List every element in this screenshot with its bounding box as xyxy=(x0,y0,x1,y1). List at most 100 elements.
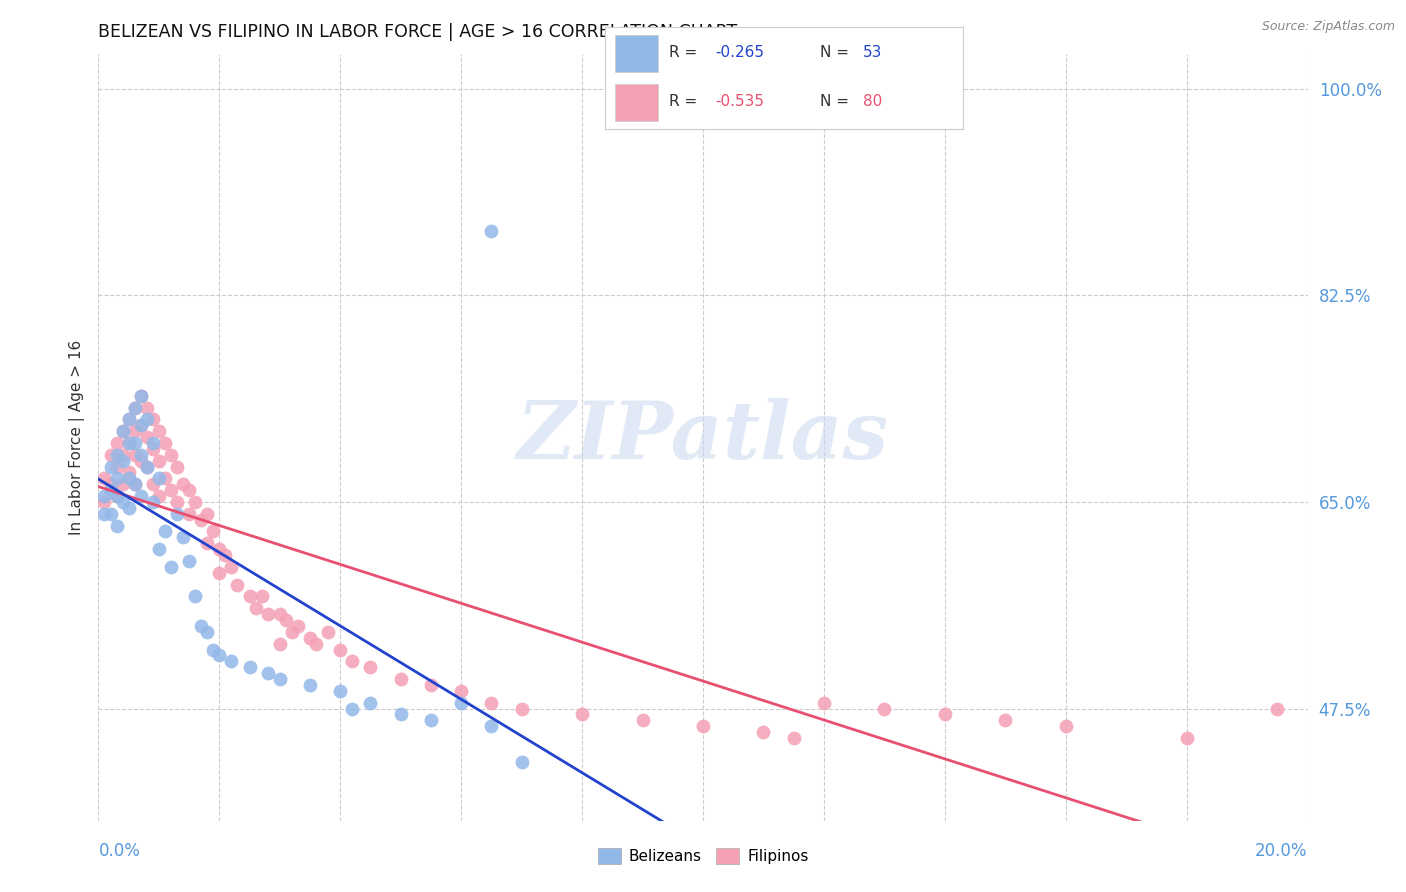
Point xyxy=(129,389,152,403)
Point xyxy=(148,453,170,467)
Point xyxy=(179,483,201,498)
Point xyxy=(124,477,146,491)
Point xyxy=(124,401,146,415)
Text: N =: N = xyxy=(820,45,853,61)
Point xyxy=(274,613,297,627)
Point xyxy=(208,542,231,557)
Point xyxy=(105,436,128,450)
Point xyxy=(1175,731,1198,745)
Point xyxy=(100,507,122,521)
Point xyxy=(305,637,328,651)
Text: ZIPatlas: ZIPatlas xyxy=(517,399,889,475)
Point xyxy=(135,459,157,474)
Point xyxy=(105,448,128,462)
Point xyxy=(239,660,262,674)
Point xyxy=(389,672,412,686)
Point xyxy=(111,453,134,467)
Point xyxy=(148,542,170,557)
Bar xyxy=(616,35,658,72)
Point xyxy=(994,714,1017,728)
Text: -0.265: -0.265 xyxy=(716,45,765,61)
Point xyxy=(481,696,503,710)
Point xyxy=(269,672,291,686)
Point xyxy=(256,666,278,681)
Point xyxy=(160,483,183,498)
Point xyxy=(111,424,134,438)
Point xyxy=(100,448,122,462)
Point xyxy=(287,619,309,633)
Point xyxy=(342,654,364,668)
Text: BELIZEAN VS FILIPINO IN LABOR FORCE | AGE > 16 CORRELATION CHART: BELIZEAN VS FILIPINO IN LABOR FORCE | AG… xyxy=(98,23,738,41)
Point xyxy=(160,560,183,574)
Text: -0.535: -0.535 xyxy=(716,95,765,109)
Point xyxy=(153,436,176,450)
Point xyxy=(135,430,157,444)
Point xyxy=(129,448,152,462)
Point xyxy=(510,755,533,769)
Y-axis label: In Labor Force | Age > 16: In Labor Force | Age > 16 xyxy=(69,340,84,534)
Point xyxy=(179,507,201,521)
Point xyxy=(269,607,291,621)
Point xyxy=(93,489,115,503)
Point xyxy=(148,471,170,485)
Point xyxy=(153,524,176,539)
Point xyxy=(221,654,243,668)
Point xyxy=(105,459,128,474)
Point xyxy=(214,548,236,562)
Text: N =: N = xyxy=(820,95,853,109)
Point xyxy=(195,536,218,550)
Text: R =: R = xyxy=(669,95,702,109)
Bar xyxy=(616,84,658,121)
Point xyxy=(166,459,188,474)
Point xyxy=(184,495,207,509)
Point xyxy=(142,436,165,450)
Point xyxy=(111,477,134,491)
Text: R =: R = xyxy=(669,45,702,61)
Point xyxy=(190,513,212,527)
Point xyxy=(208,648,231,663)
Point xyxy=(316,624,339,639)
Text: 0.0%: 0.0% xyxy=(98,842,141,860)
Point xyxy=(142,477,165,491)
Point xyxy=(195,507,218,521)
Point xyxy=(129,418,152,433)
Point xyxy=(239,590,262,604)
Legend: Belizeans, Filipinos: Belizeans, Filipinos xyxy=(592,842,814,871)
Point xyxy=(226,577,249,591)
Point xyxy=(389,707,412,722)
Point xyxy=(118,436,141,450)
Point xyxy=(172,530,194,544)
Text: 20.0%: 20.0% xyxy=(1256,842,1308,860)
Point xyxy=(93,471,115,485)
Point xyxy=(195,624,218,639)
Point xyxy=(783,731,806,745)
Point xyxy=(124,436,146,450)
Point xyxy=(100,483,122,498)
Point xyxy=(631,714,654,728)
Point xyxy=(105,489,128,503)
Point xyxy=(105,518,128,533)
Point xyxy=(111,424,134,438)
Point xyxy=(360,696,382,710)
Point xyxy=(135,401,157,415)
Point xyxy=(124,401,146,415)
Point xyxy=(420,678,443,692)
Point xyxy=(129,389,152,403)
Point xyxy=(100,477,122,491)
Point xyxy=(124,448,146,462)
Point xyxy=(208,566,231,580)
Point xyxy=(269,637,291,651)
Point xyxy=(221,560,243,574)
Point xyxy=(571,707,593,722)
Point xyxy=(142,412,165,426)
Point xyxy=(153,471,176,485)
Point xyxy=(172,477,194,491)
Point xyxy=(166,495,188,509)
Point xyxy=(873,701,896,715)
Point xyxy=(250,590,273,604)
Point xyxy=(111,495,134,509)
Point xyxy=(179,554,201,568)
Point xyxy=(190,619,212,633)
Point xyxy=(105,471,128,485)
Point xyxy=(1054,719,1077,733)
